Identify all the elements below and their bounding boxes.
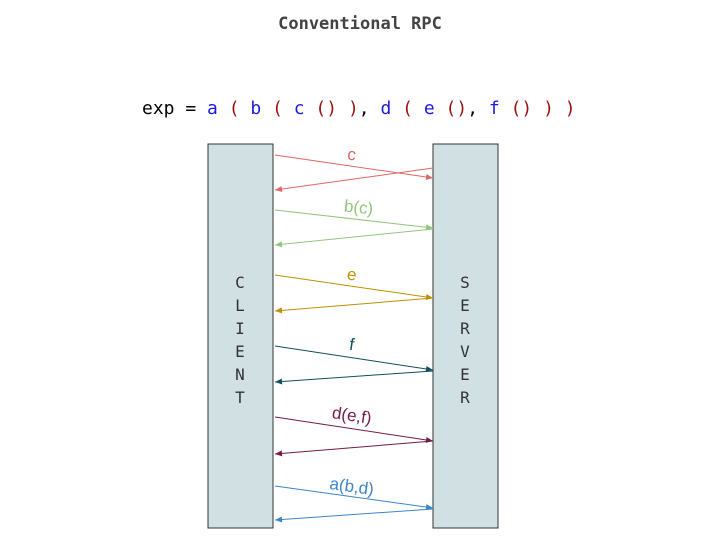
server-label-letter: V <box>460 342 470 361</box>
client-label-letter: E <box>235 342 245 361</box>
call-arrowhead <box>425 174 433 180</box>
call-label: a(b,d) <box>328 474 375 499</box>
expression-symbol: ( <box>391 98 424 119</box>
expression-function: b <box>250 98 262 119</box>
return-arrowhead <box>275 378 283 385</box>
call-arrow <box>274 345 434 371</box>
call-arrowhead <box>425 365 433 372</box>
expression-function: e <box>423 98 435 119</box>
call-label: e <box>346 264 358 284</box>
client-lane <box>207 143 274 529</box>
return-arrowhead <box>275 241 283 248</box>
client-label-letter: T <box>235 388 245 407</box>
server-label-letter: R <box>460 319 470 338</box>
return-arrow <box>274 370 434 383</box>
expression-symbol: exp <box>142 98 175 119</box>
server-lane <box>432 143 499 529</box>
expression-symbol: ) ) <box>543 98 576 119</box>
return-arrowhead <box>275 516 283 523</box>
call-arrow <box>274 416 434 442</box>
call-label: d(e,f) <box>331 403 373 428</box>
expression-symbol: () <box>499 98 544 119</box>
return-arrowhead <box>275 307 283 314</box>
client-label-letter: N <box>235 365 245 384</box>
client-label-letter: C <box>235 273 245 292</box>
expression-symbol: ( <box>261 98 294 119</box>
call-arrows: c b(c) e f d(e,f) a(b,d) <box>274 145 434 523</box>
client-label-letter: L <box>235 296 245 315</box>
call-arrow <box>274 154 434 179</box>
return-arrowhead <box>275 450 283 457</box>
call-arrowhead <box>425 504 433 511</box>
diagram-title: Conventional RPC <box>278 14 442 34</box>
expression-symbol: = <box>174 98 208 119</box>
call-arrow <box>274 274 434 299</box>
call-arrow <box>274 485 434 509</box>
expression-symbol: , <box>467 98 489 119</box>
return-arrow <box>274 167 434 191</box>
return-arrow <box>274 508 434 521</box>
call-arrowhead <box>425 224 433 231</box>
expression-function: c <box>293 98 305 119</box>
expression-function: f <box>488 98 500 119</box>
call-label: b(c) <box>343 196 374 218</box>
client-label-letter: I <box>235 319 245 338</box>
call-arrowhead <box>425 294 433 300</box>
expression-function: a <box>207 98 218 119</box>
server-label-letter: S <box>460 273 470 292</box>
return-arrowhead <box>275 186 283 193</box>
expression-function: d <box>380 98 392 119</box>
call-arrow <box>274 209 434 229</box>
return-arrow <box>274 440 434 455</box>
expression-symbol: ( <box>217 98 251 119</box>
call-arrowhead <box>425 436 433 443</box>
expression-symbol: () <box>434 98 468 119</box>
return-arrow <box>274 228 434 246</box>
server-label-letter: E <box>460 296 470 315</box>
expression-symbol: () <box>304 98 348 119</box>
expression-symbol: , <box>358 98 381 119</box>
call-label: c <box>346 145 358 165</box>
call-label: f <box>348 335 356 355</box>
expression: exp = a ( b ( c () ), d ( e (), f () ) ) <box>142 98 576 119</box>
return-arrow <box>274 297 434 312</box>
server-label-letter: R <box>460 388 470 407</box>
server-label-letter: E <box>460 365 470 384</box>
expression-symbol: ) <box>347 98 359 119</box>
